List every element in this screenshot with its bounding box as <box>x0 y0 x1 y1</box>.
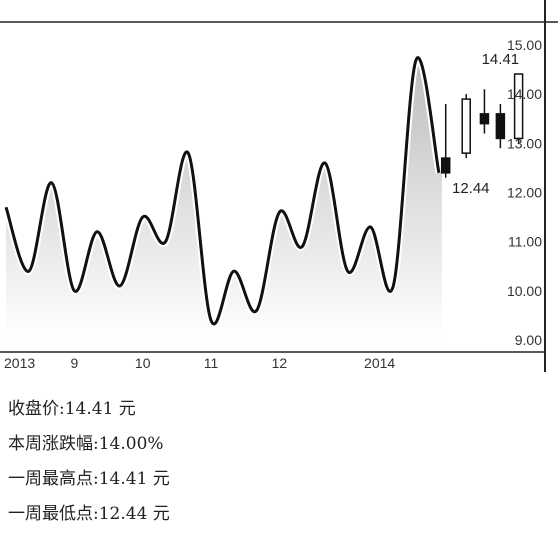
y-tick-label-1: 15.00 <box>507 37 542 53</box>
y-tick-labels: 15.00 14.00 13.00 12.00 11.00 10.00 9.00 <box>507 37 542 348</box>
x-tick-label-3: 10 <box>135 355 151 371</box>
annotation-label-1: 14.41 <box>482 51 520 68</box>
price-line <box>4 56 441 326</box>
annotation-label-2: 12.44 <box>452 180 490 197</box>
y-tick-label-6: 10.00 <box>507 283 542 299</box>
weekly-high-text: 一周最高点:14.41 元 <box>8 469 170 489</box>
weekly-change-text: 本周涨跌幅:14.00% <box>8 434 164 454</box>
chart-svg: 15.00 14.00 13.00 12.00 11.00 10.00 9.00 2013 9… <box>0 0 558 372</box>
line-layer <box>2 54 443 328</box>
stock-chart: 15.00 14.00 13.00 12.00 11.00 10.00 9.00 2013 9… <box>0 0 558 372</box>
y-tick-label-4: 12.00 <box>507 185 542 201</box>
y-tick-label-7: 9.00 <box>515 332 542 348</box>
weekly-stats: 收盘价:14.41 元 本周涨跌幅:14.00% 一周最高点:14.41 元 一… <box>8 392 170 532</box>
x-tick-label-1: 2013 <box>4 355 35 371</box>
annotation-labels: 14.41 12.44 <box>452 51 519 197</box>
y-tick-label-3: 13.00 <box>507 135 542 151</box>
y-tick-label-5: 11.00 <box>508 234 542 250</box>
close-price-text: 收盘价:14.41 元 <box>8 399 136 419</box>
candle-body-2 <box>461 98 471 154</box>
candle-body-5 <box>513 73 524 140</box>
weekly-low-text: 一周最低点:12.44 元 <box>8 504 170 524</box>
candle-body-1 <box>440 157 451 174</box>
y-tick-label-2: 14.00 <box>507 86 542 102</box>
x-tick-label-4: 11 <box>204 355 219 371</box>
x-tick-labels: 2013 9 10 11 12 2014 <box>4 355 395 371</box>
x-tick-label-2: 9 <box>70 355 78 371</box>
x-tick-label-5: 12 <box>272 355 288 371</box>
x-tick-label-6: 2014 <box>364 355 395 371</box>
price-area-fill <box>6 57 442 341</box>
candle-body-3 <box>479 113 490 125</box>
candlestick-layer <box>440 73 524 178</box>
candle-body-4 <box>495 113 506 140</box>
area-fill-layer <box>6 57 442 341</box>
